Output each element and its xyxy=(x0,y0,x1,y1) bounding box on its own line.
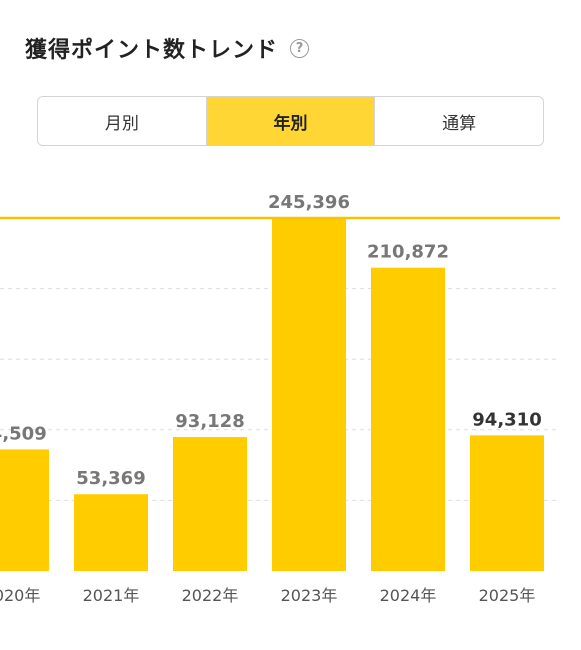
bar-2022年[interactable] xyxy=(173,437,247,571)
bar-value-label: 53,369 xyxy=(76,468,145,489)
x-tick-label: 2022年 xyxy=(182,586,239,605)
bar-2020年[interactable] xyxy=(0,449,49,571)
page-title: 獲得ポイント数トレンド xyxy=(25,38,279,63)
x-tick-label: 2023年 xyxy=(281,586,338,605)
tab-monthly[interactable]: 月別 xyxy=(38,97,206,145)
x-tick-label: 2020年 xyxy=(0,586,40,605)
period-segmented-control: 月別 年別 通算 xyxy=(37,96,544,146)
x-tick-label: 2021年 xyxy=(83,586,140,605)
x-tick-label: 2024年 xyxy=(380,586,437,605)
bar-value-label: 84,509 xyxy=(0,423,47,444)
header: 獲得ポイント数トレンド ? xyxy=(25,28,310,68)
bar-2023年[interactable] xyxy=(272,218,346,571)
x-tick-label: 2025年 xyxy=(479,586,536,605)
bar-value-label: 210,872 xyxy=(367,242,449,263)
tab-yearly[interactable]: 年別 xyxy=(205,97,375,145)
bar-value-label: 93,128 xyxy=(175,411,244,432)
bar-value-label: 94,310 xyxy=(472,409,541,430)
bar-value-label: 245,396 xyxy=(268,192,350,213)
bar-2025年[interactable] xyxy=(470,435,544,571)
bar-2024年[interactable] xyxy=(371,267,445,571)
bar-2021年[interactable] xyxy=(74,494,148,571)
help-icon[interactable]: ? xyxy=(290,38,310,58)
tab-total[interactable]: 通算 xyxy=(374,97,543,145)
